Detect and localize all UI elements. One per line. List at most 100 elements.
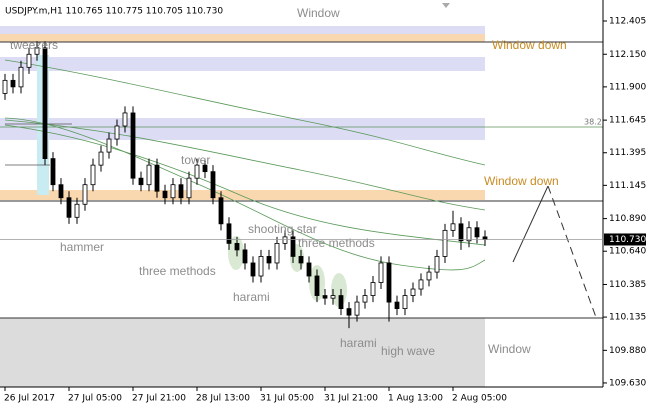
zone xyxy=(0,34,485,42)
candle-body xyxy=(442,229,448,257)
y-tick-label: 110.385 xyxy=(609,280,646,290)
moving-averages xyxy=(4,59,486,271)
candle-body xyxy=(282,236,288,244)
x-tick-label: 2 Aug 05:00 xyxy=(452,394,507,404)
candle-body xyxy=(154,164,160,192)
last-price-box xyxy=(604,233,646,246)
candle-body xyxy=(466,227,472,242)
candle-body xyxy=(450,223,456,231)
candle-body xyxy=(66,197,72,218)
x-tick-label: 27 Jul 21:00 xyxy=(132,394,186,404)
candle-body xyxy=(410,288,416,296)
candle-body xyxy=(146,164,152,186)
candle-body xyxy=(426,271,432,281)
annotation: tower xyxy=(181,153,210,167)
projection-line xyxy=(512,185,549,263)
candle-body xyxy=(170,184,176,199)
candle-body xyxy=(202,164,208,173)
annotation: high wave xyxy=(381,344,435,358)
fib-label: 38.2 xyxy=(584,118,602,127)
x-tick-label: 28 Jul 13:00 xyxy=(196,394,250,404)
candle-body xyxy=(82,184,88,205)
annotation: Window down xyxy=(492,38,567,52)
candle-body xyxy=(434,256,440,273)
candle-body xyxy=(186,177,192,199)
candle-body xyxy=(34,47,40,55)
candle-body xyxy=(162,190,168,199)
candle-body xyxy=(26,53,32,68)
candle-body xyxy=(74,203,80,218)
ma-line xyxy=(4,117,486,271)
candle-body xyxy=(338,295,344,310)
annotation: Window down xyxy=(484,174,559,188)
x-tick-label: 26 Jul 2017 xyxy=(4,394,55,404)
candle-body xyxy=(250,262,256,277)
y-tick-label: 112.150 xyxy=(609,50,646,60)
candle-body xyxy=(98,151,104,166)
pattern-ellipse xyxy=(228,236,244,270)
ma-line xyxy=(4,124,486,246)
candle-body xyxy=(322,295,328,299)
y-tick-label: 111.145 xyxy=(609,181,646,191)
candle-body xyxy=(10,79,16,88)
annotation: shooting star xyxy=(248,222,317,236)
candle-body xyxy=(346,308,352,316)
candle-body xyxy=(354,301,360,316)
candle-body xyxy=(306,262,312,277)
candles xyxy=(2,41,488,329)
annotation: hammer xyxy=(60,240,104,254)
y-tick-label: 112.405 xyxy=(609,17,646,27)
window-zone xyxy=(0,318,485,387)
y-tick-label: 109.630 xyxy=(609,378,646,388)
zone xyxy=(0,190,485,200)
candle-body xyxy=(290,236,296,257)
candle-body xyxy=(194,164,200,179)
x-tick-label: 27 Jul 05:00 xyxy=(68,394,122,404)
x-tick-label: 31 Jul 05:00 xyxy=(260,394,314,404)
x-tick-label: 1 Aug 13:00 xyxy=(388,394,443,404)
ma-line xyxy=(4,119,486,211)
zone xyxy=(0,26,485,34)
projection-line xyxy=(547,185,598,321)
candle-body xyxy=(330,295,336,299)
candle-body xyxy=(314,275,320,296)
projection xyxy=(512,185,598,321)
y-tick-label: 111.645 xyxy=(609,116,646,126)
candle-body xyxy=(18,66,24,88)
candle-body xyxy=(106,138,112,153)
zone xyxy=(0,118,485,140)
candle-body xyxy=(50,158,56,186)
candle-body xyxy=(258,256,264,277)
candle-body xyxy=(178,184,184,199)
candle-body xyxy=(58,184,64,199)
x-tick-label: 31 Jul 21:00 xyxy=(324,394,378,404)
candle-body xyxy=(90,164,96,186)
annotation: harami xyxy=(233,290,270,304)
y-tick-label: 110.890 xyxy=(609,214,646,224)
candle-body xyxy=(234,242,240,251)
annotation: three methods xyxy=(139,264,216,278)
shift-marker xyxy=(442,3,450,8)
annotation: tweezers xyxy=(10,38,58,52)
candle-body xyxy=(274,242,280,264)
candle-body xyxy=(362,295,368,303)
candle-body xyxy=(226,223,232,244)
candle-body xyxy=(458,223,464,242)
candle-body xyxy=(394,301,400,310)
chart-title: USDJPY.m,H1 110.765 110.775 110.705 110.… xyxy=(5,7,223,17)
annotation: Window xyxy=(297,6,340,20)
candle-body xyxy=(370,282,376,296)
annotation: harami xyxy=(340,336,377,350)
last-price-label: 110.730 xyxy=(609,235,646,245)
candle-body xyxy=(130,112,136,179)
y-tick-label: 111.900 xyxy=(609,82,646,92)
candle-body xyxy=(386,262,392,303)
y-tick-label: 110.135 xyxy=(609,313,646,323)
candle-body xyxy=(298,256,304,264)
candle-body xyxy=(378,262,384,283)
y-tick-label: 110.640 xyxy=(609,247,646,257)
candle-body xyxy=(42,47,48,160)
ma-line xyxy=(4,59,486,166)
y-tick-label: 111.395 xyxy=(609,148,646,158)
